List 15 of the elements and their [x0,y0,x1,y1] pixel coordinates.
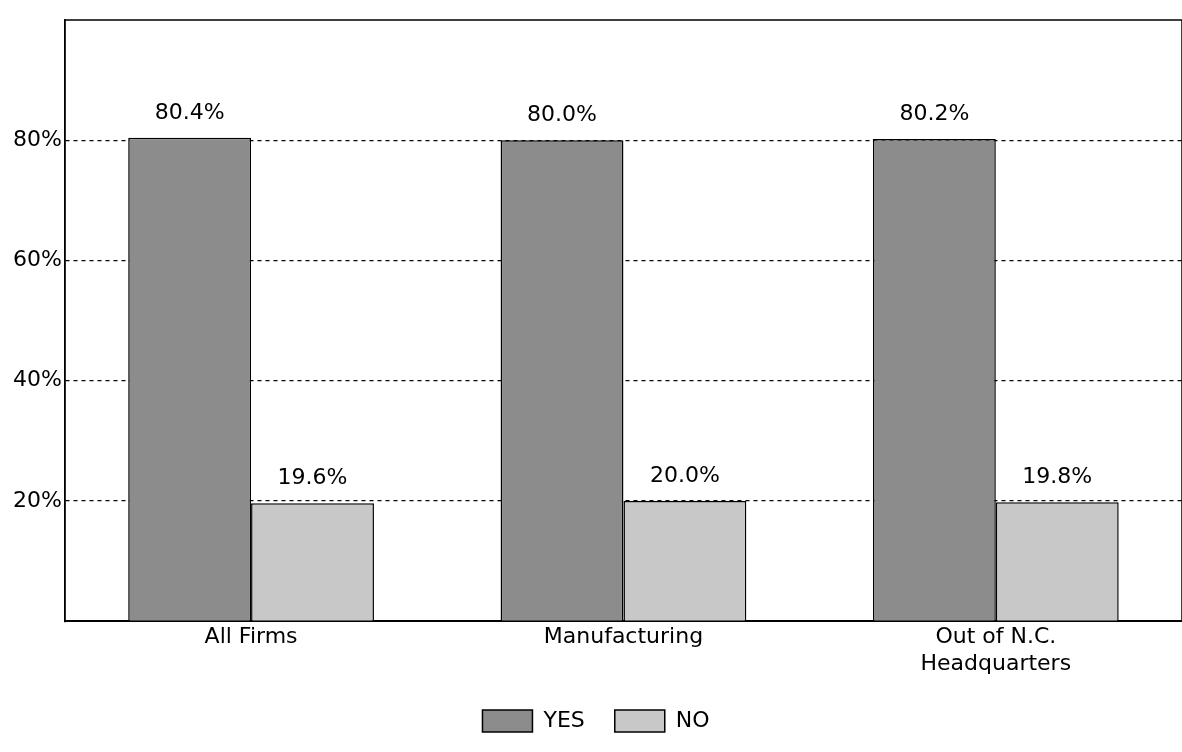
data-label: 20.0% [649,461,720,487]
data-label: 80.4% [154,98,225,124]
x-tick-label: Manufacturing [543,623,704,649]
legend-label: YES [542,706,585,732]
legend-label: NO [675,706,710,732]
y-tick-label: 60% [12,246,62,272]
x-tick-label: All Firms [204,623,298,649]
y-tick-label: 80% [12,125,62,151]
y-tick-label: 20% [12,486,62,512]
data-label: 19.6% [277,464,348,490]
x-tick-label: Out of N.C. Headquarters [920,623,1072,675]
data-label: 80.0% [527,100,597,126]
data-label: 80.2% [899,99,970,125]
data-label: 19.8% [1022,462,1093,488]
y-tick-label: 40% [12,366,62,392]
